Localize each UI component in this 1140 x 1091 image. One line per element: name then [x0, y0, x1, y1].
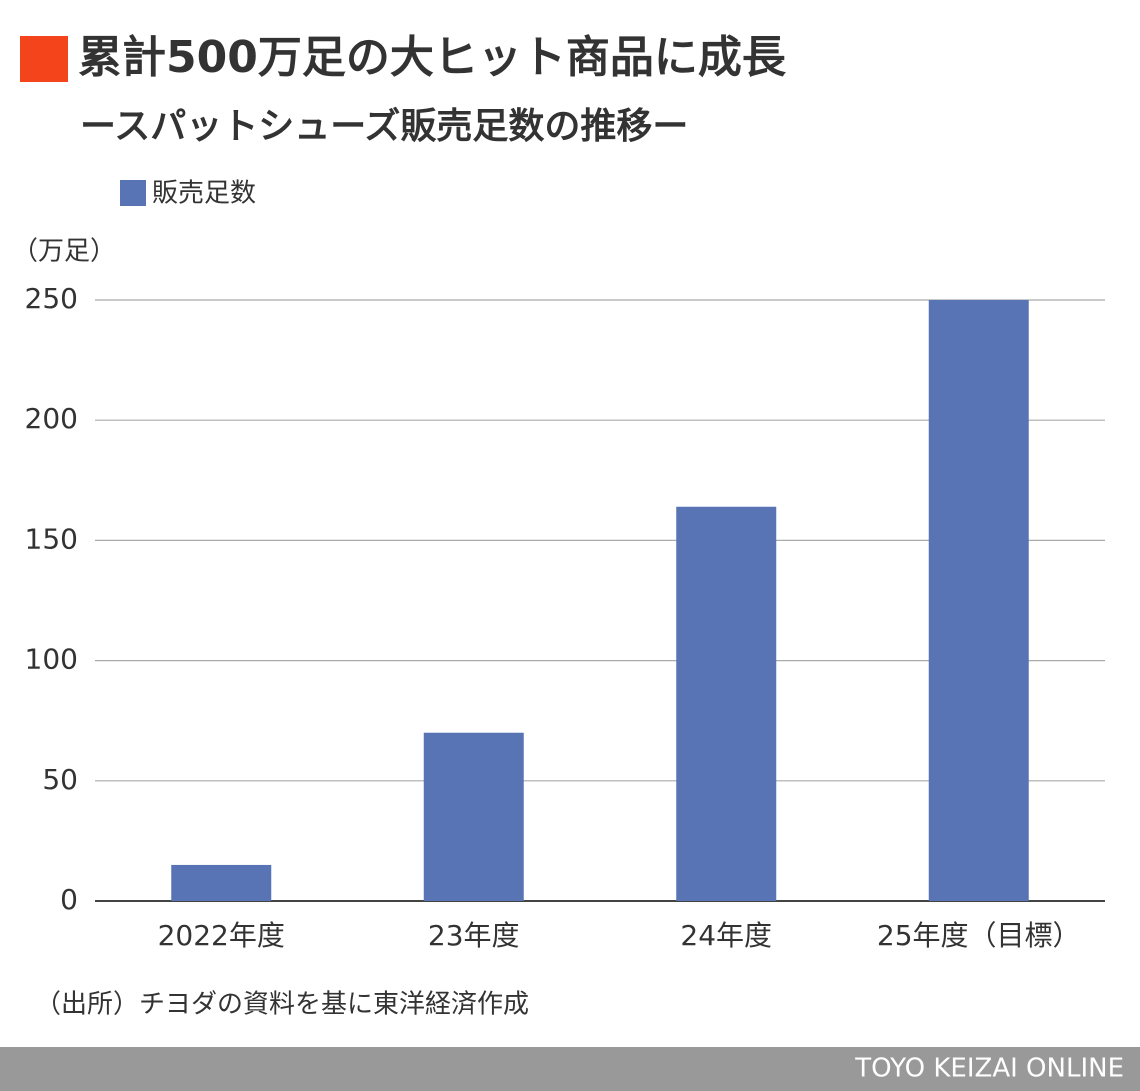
source-note: （出所）チヨダの資料を基に東洋経済作成: [35, 990, 529, 1020]
chart-title: 累計500万足の大ヒット商品に成長: [78, 32, 787, 83]
x-tick-label: 2022年度: [158, 919, 285, 952]
chart-subtitle: ースパットシューズ販売足数の推移ー: [80, 105, 688, 147]
y-tick-label: 0: [60, 883, 78, 916]
bar: [676, 506, 777, 901]
footer-brand: TOYO KEIZAI ONLINE: [854, 1054, 1124, 1084]
x-tick-label: 25年度（目標）: [877, 919, 1081, 952]
title-marker: [20, 36, 68, 82]
legend-label: 販売足数: [152, 179, 256, 209]
y-axis-label: （万足）: [12, 237, 116, 267]
legend-swatch: [120, 180, 146, 206]
bar: [423, 732, 524, 901]
x-tick-label: 24年度: [680, 919, 772, 952]
x-tick-label: 23年度: [428, 919, 520, 952]
y-tick-label: 200: [25, 402, 78, 435]
y-tick-label: 50: [42, 763, 78, 796]
y-tick-label: 150: [25, 522, 78, 555]
bar: [171, 864, 272, 901]
y-tick-label: 250: [25, 282, 78, 315]
bar: [928, 300, 1029, 901]
y-tick-label: 100: [25, 643, 78, 676]
footer-bar: [0, 1047, 1140, 1091]
